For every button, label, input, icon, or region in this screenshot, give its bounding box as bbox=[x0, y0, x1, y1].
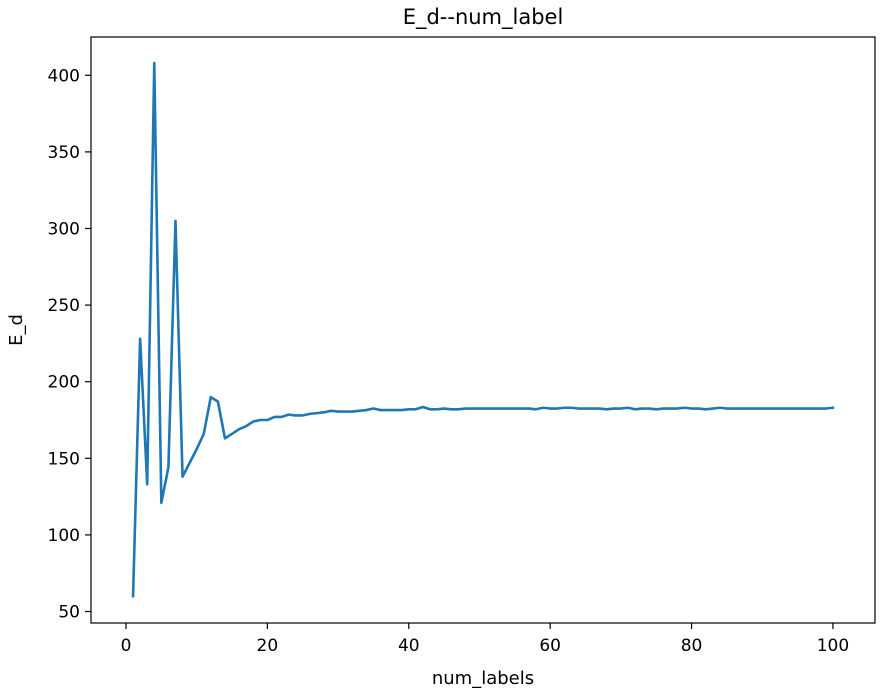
x-tick-label: 20 bbox=[257, 636, 279, 656]
plot-frame bbox=[90, 36, 876, 624]
y-tick-label: 50 bbox=[58, 603, 80, 623]
y-tick-label: 350 bbox=[48, 143, 80, 163]
x-tick-label: 0 bbox=[121, 636, 132, 656]
series-line-0 bbox=[131, 61, 835, 598]
x-tick-label: 40 bbox=[398, 636, 420, 656]
y-axis: 50 100 150 200 250 300 350 400 bbox=[48, 66, 91, 623]
y-axis-label: E_d bbox=[6, 314, 27, 346]
plot-area bbox=[131, 61, 835, 598]
y-tick-label: 250 bbox=[48, 296, 80, 316]
y-tick-label: 400 bbox=[48, 66, 80, 86]
y-tick-label: 100 bbox=[48, 526, 80, 546]
x-tick-label: 60 bbox=[539, 636, 561, 656]
y-tick-label: 150 bbox=[48, 449, 80, 469]
y-tick-label: 200 bbox=[48, 373, 80, 393]
x-tick-label: 80 bbox=[681, 636, 703, 656]
x-axis: 0 20 40 60 80 100 bbox=[121, 623, 849, 656]
x-axis-label: num_labels bbox=[432, 668, 534, 689]
x-tick-label: 100 bbox=[817, 636, 849, 656]
y-tick-label: 300 bbox=[48, 220, 80, 240]
chart-title: E_d--num_label bbox=[403, 5, 564, 30]
